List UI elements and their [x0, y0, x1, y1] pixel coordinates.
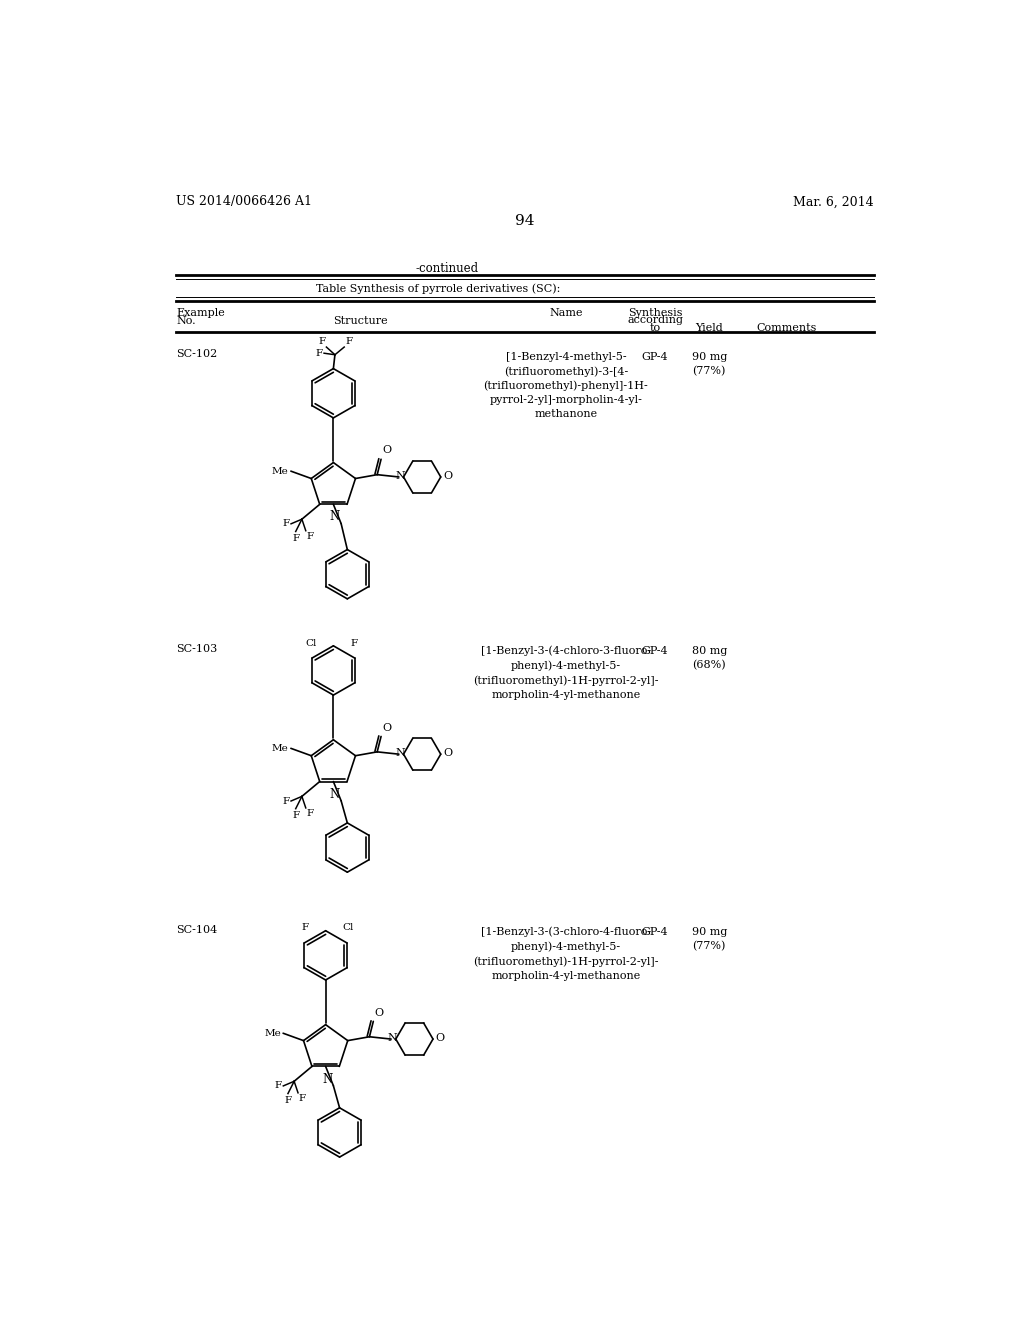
Text: Me: Me — [271, 467, 289, 475]
Text: N: N — [395, 748, 406, 759]
Text: according: according — [627, 315, 683, 326]
Text: F: F — [306, 532, 313, 541]
Text: 80 mg
(68%): 80 mg (68%) — [691, 645, 727, 671]
Text: Name: Name — [549, 308, 583, 318]
Text: -continued: -continued — [416, 263, 479, 276]
Text: Me: Me — [264, 1028, 281, 1038]
Text: F: F — [345, 338, 352, 346]
Text: US 2014/0066426 A1: US 2014/0066426 A1 — [176, 195, 312, 209]
Text: F: F — [306, 809, 313, 818]
Text: F: F — [283, 796, 290, 805]
Text: to: to — [649, 323, 660, 333]
Text: O: O — [443, 748, 453, 759]
Text: [1-Benzyl-3-(3-chloro-4-fluoro-
phenyl)-4-methyl-5-
(trifluoromethyl)-1H-pyrrol-: [1-Benzyl-3-(3-chloro-4-fluoro- phenyl)-… — [473, 927, 658, 981]
Text: GP-4: GP-4 — [642, 645, 669, 656]
Text: O: O — [443, 471, 453, 482]
Text: N: N — [323, 1073, 333, 1085]
Text: Mar. 6, 2014: Mar. 6, 2014 — [793, 195, 873, 209]
Text: 90 mg
(77%): 90 mg (77%) — [691, 351, 727, 376]
Text: N: N — [330, 788, 340, 801]
Text: N: N — [395, 471, 406, 482]
Text: Table Synthesis of pyrrole derivatives (SC):: Table Synthesis of pyrrole derivatives (… — [315, 284, 560, 294]
Text: F: F — [292, 533, 299, 543]
Text: Structure: Structure — [333, 317, 388, 326]
Text: 94: 94 — [515, 214, 535, 228]
Text: F: F — [318, 338, 326, 346]
Text: F: F — [301, 924, 308, 932]
Text: Me: Me — [271, 744, 289, 752]
Text: F: F — [299, 1094, 306, 1104]
Text: F: F — [292, 810, 299, 820]
Text: [1-Benzyl-3-(4-chloro-3-fluoro-
phenyl)-4-methyl-5-
(trifluoromethyl)-1H-pyrrol-: [1-Benzyl-3-(4-chloro-3-fluoro- phenyl)-… — [473, 645, 658, 700]
Text: Comments: Comments — [757, 323, 817, 333]
Text: O: O — [435, 1034, 444, 1043]
Text: SC-102: SC-102 — [176, 350, 217, 359]
Text: GP-4: GP-4 — [642, 927, 669, 937]
Text: [1-Benzyl-4-methyl-5-
(trifluoromethyl)-3-[4-
(trifluoromethyl)-phenyl]-1H-
pyrr: [1-Benzyl-4-methyl-5- (trifluoromethyl)-… — [483, 351, 648, 420]
Text: O: O — [383, 445, 392, 455]
Text: O: O — [375, 1007, 384, 1018]
Text: Yield: Yield — [695, 323, 723, 333]
Text: GP-4: GP-4 — [642, 351, 669, 362]
Text: F: F — [283, 519, 290, 528]
Text: 90 mg
(77%): 90 mg (77%) — [691, 927, 727, 952]
Text: F: F — [315, 348, 323, 358]
Text: SC-103: SC-103 — [176, 644, 217, 653]
Text: Example: Example — [176, 308, 225, 318]
Text: No.: No. — [176, 317, 196, 326]
Text: F: F — [350, 639, 357, 648]
Text: Synthesis: Synthesis — [628, 308, 682, 318]
Text: F: F — [285, 1096, 292, 1105]
Text: SC-104: SC-104 — [176, 924, 217, 935]
Text: Cl: Cl — [305, 639, 316, 648]
Text: O: O — [383, 722, 392, 733]
Text: N: N — [388, 1034, 397, 1043]
Text: Cl: Cl — [343, 924, 354, 932]
Text: N: N — [330, 511, 340, 524]
Text: F: F — [274, 1081, 282, 1090]
